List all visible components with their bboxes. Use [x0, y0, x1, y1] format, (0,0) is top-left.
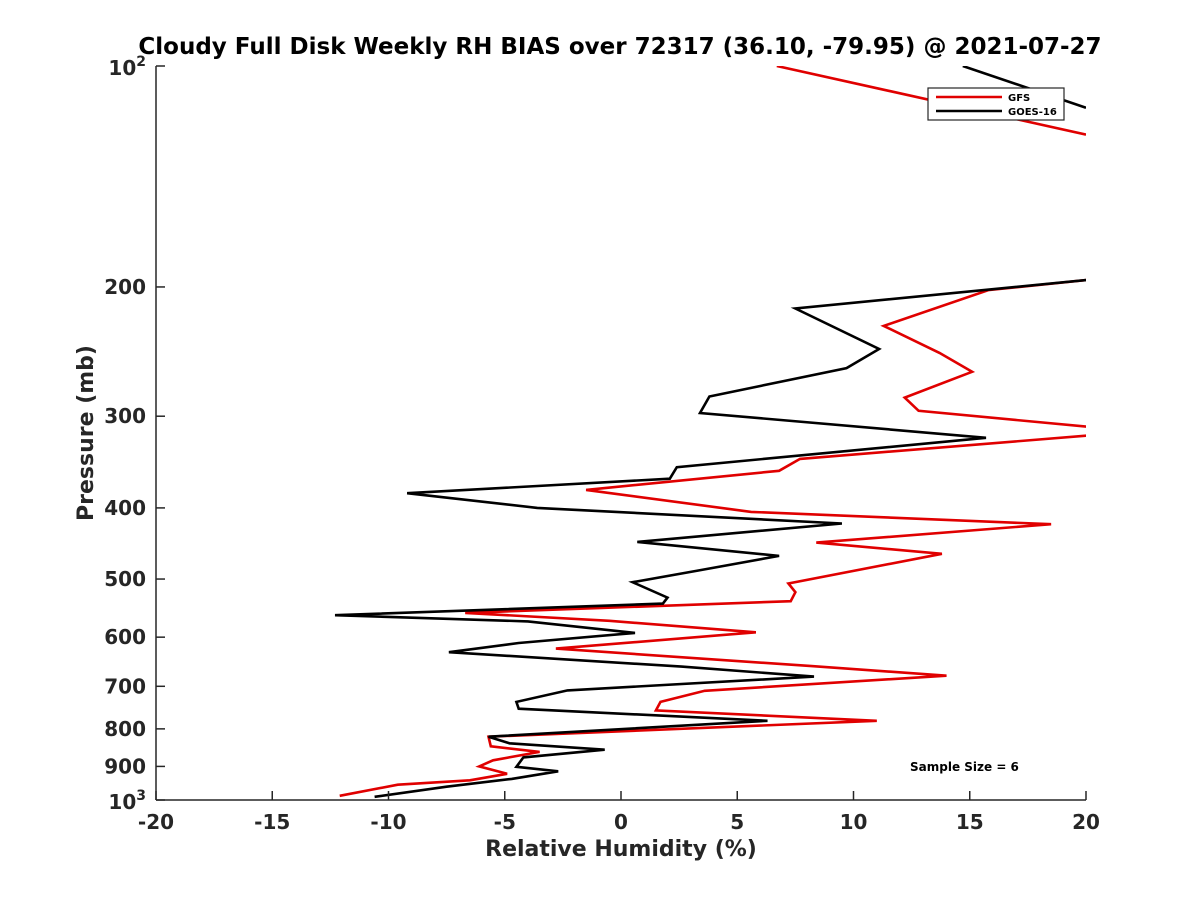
legend-label-goes16: GOES-16 [1008, 107, 1057, 118]
y-tick-label: 102 [108, 54, 146, 80]
y-tick-label: 900 [104, 754, 146, 778]
x-tick-label: 5 [730, 810, 744, 834]
legend-label-gfs: GFS [1008, 93, 1030, 104]
y-tick-label: 200 [104, 275, 146, 299]
y-tick-label: 700 [104, 674, 146, 698]
y-tick-label: 800 [104, 717, 146, 741]
legend-box [927, 87, 1065, 121]
series-line-goes-16 [334, 278, 1086, 799]
x-axis-label: Relative Humidity (%) [485, 837, 757, 862]
chart-title: Cloudy Full Disk Weekly RH BIAS over 723… [138, 34, 1101, 60]
x-tick-label: 20 [1072, 810, 1100, 834]
x-tick-label: 10 [840, 810, 868, 834]
y-axis-label: Pressure (mb) [74, 345, 99, 521]
y-tick-label: 300 [104, 404, 146, 428]
y-ticks: 102 200 300 400 500 600 700 800 900 103 [104, 54, 165, 814]
x-tick-label: -15 [254, 810, 290, 834]
y-tick-label: 600 [104, 625, 146, 649]
series-layer [334, 66, 1086, 799]
y-tick-label: 400 [104, 496, 146, 520]
x-tick-label: -20 [138, 810, 174, 834]
series-line-segment-3 [962, 66, 1086, 110]
series-line-gfs [339, 278, 1086, 798]
x-tick-label: 15 [956, 810, 984, 834]
x-tick-label: 0 [614, 810, 628, 834]
x-ticks: -20 -15 -10 -5 0 5 10 15 20 [138, 791, 1100, 834]
legend: GFS GOES-16 [927, 87, 1065, 121]
sample-size-annotation: Sample Size = 6 [910, 760, 1019, 774]
y-tick-label: 103 [108, 788, 146, 814]
x-tick-label: -5 [494, 810, 516, 834]
y-tick-label: 500 [104, 567, 146, 591]
x-tick-label: -10 [370, 810, 406, 834]
